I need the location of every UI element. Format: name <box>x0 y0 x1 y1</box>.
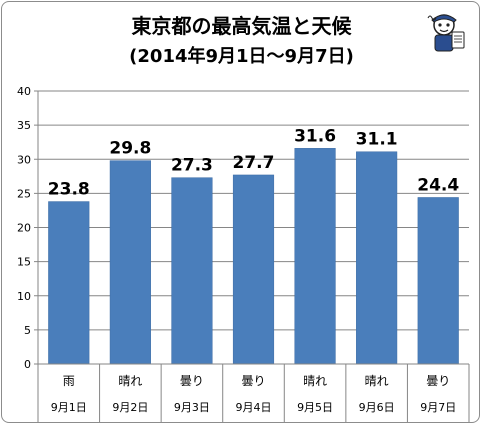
y-tick-label-0: 0 <box>24 358 31 371</box>
weather-label-6: 晴れ <box>365 374 389 388</box>
bar-7 <box>417 197 459 365</box>
weather-label-5: 晴れ <box>303 374 327 388</box>
data-label-7: 24.4 <box>417 175 459 195</box>
date-label-2: 9月2日 <box>112 401 148 414</box>
date-label-7: 9月7日 <box>420 401 456 414</box>
weather-label-2: 晴れ <box>118 374 142 388</box>
bar-5 <box>294 148 336 365</box>
data-label-6: 31.1 <box>356 130 398 150</box>
bar-4 <box>232 174 275 365</box>
y-tick-label-40: 40 <box>17 85 31 98</box>
date-label-1: 9月1日 <box>51 401 87 414</box>
weather-label-7: 曇り <box>426 374 450 388</box>
y-tick-label-10: 10 <box>17 290 31 303</box>
chart-title: 東京都の最高気温と天候 <box>131 14 352 38</box>
data-label-4: 27.7 <box>233 153 275 173</box>
y-tick-label-35: 35 <box>17 119 31 132</box>
data-label-1: 23.8 <box>48 180 90 200</box>
y-tick-label-5: 5 <box>24 324 31 337</box>
y-tick-label-30: 30 <box>17 153 31 166</box>
data-label-3: 27.3 <box>171 156 213 176</box>
y-tick-label-15: 15 <box>17 256 31 269</box>
bar-3 <box>171 177 213 365</box>
chart-subtitle: (2014年9月1日～9月7日) <box>129 46 354 67</box>
date-label-6: 9月6日 <box>359 401 395 414</box>
cartoon-mascot-icon <box>427 14 465 52</box>
date-label-3: 9月3日 <box>174 401 210 414</box>
bar-6 <box>356 151 398 365</box>
date-label-4: 9月4日 <box>236 401 272 414</box>
weather-label-1: 雨 <box>63 374 75 388</box>
data-label-2: 29.8 <box>109 139 151 159</box>
y-tick-label-25: 25 <box>17 187 31 200</box>
weather-label-3: 曇り <box>180 374 204 388</box>
weather-label-4: 曇り <box>241 374 265 388</box>
y-tick-label-20: 20 <box>17 222 31 235</box>
bar-2 <box>109 160 151 365</box>
bar-1 <box>48 201 90 365</box>
date-label-5: 9月5日 <box>297 401 333 414</box>
data-label-5: 31.6 <box>294 126 336 146</box>
